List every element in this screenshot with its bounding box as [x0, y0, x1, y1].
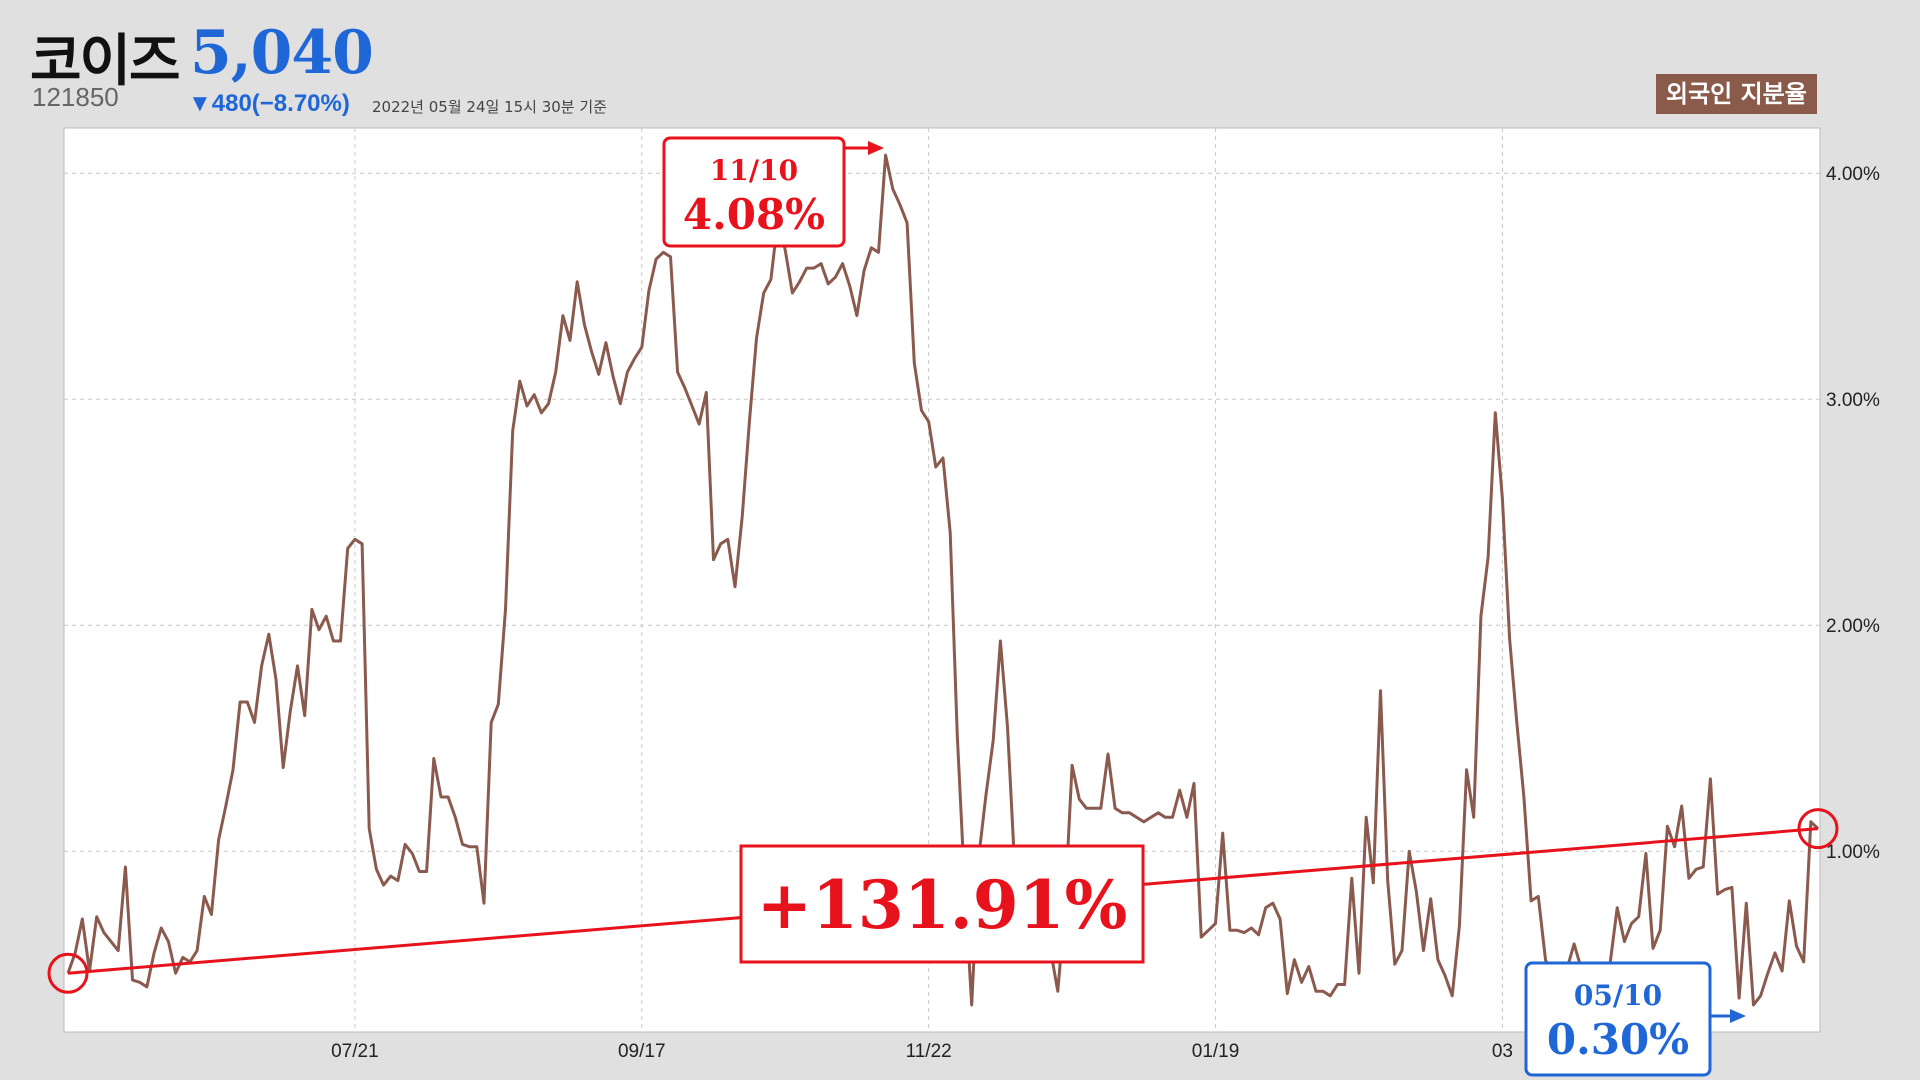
min-callout-arrowhead — [1730, 1009, 1746, 1023]
grid — [64, 128, 1820, 1032]
y-tick-label: 1.00% — [1826, 842, 1880, 863]
trend-start-marker — [47, 952, 89, 994]
stock-name: 코이즈 — [30, 29, 181, 94]
annotations-layer: +131.91% 11/104.08% 05/100.30% — [47, 136, 1839, 1077]
y-tick-label: 4.00% — [1826, 164, 1880, 185]
x-tick-label: 09/17 — [618, 1041, 666, 1062]
x-axis: 07/21 09/17 11/22 01/19 03 — [331, 1041, 1513, 1062]
max-callout-arrowhead — [868, 141, 884, 155]
min-callout-date: 05/10 — [1574, 979, 1662, 1012]
y-tick-label: 3.00% — [1826, 390, 1880, 411]
timestamp: 2022년 05월 24일 15시 30분 기준 — [372, 98, 607, 116]
change-callout-text: +131.91% — [757, 866, 1128, 944]
x-tick-label: 01/19 — [1192, 1041, 1240, 1062]
x-tick-label: 11/22 — [906, 1041, 952, 1062]
series-line — [66, 153, 1820, 1007]
min-callout-value: 0.30% — [1547, 1015, 1689, 1064]
series-layer — [66, 153, 1820, 1007]
y-axis: 1.00% 2.00% 3.00% 4.00% — [1826, 164, 1880, 863]
min-callout-box — [1524, 961, 1712, 1077]
price-change: ▼480(−8.70%) — [188, 90, 350, 117]
y-tick-label: 2.00% — [1826, 616, 1880, 637]
stock-code: 121850 — [32, 82, 119, 112]
stock-price: 5,040 — [190, 18, 374, 88]
metric-badge: 외국인 지분율 — [1656, 74, 1817, 114]
x-tick-label: 07/21 — [331, 1041, 379, 1062]
max-callout-date: 11/10 — [710, 154, 798, 187]
chart-header: 코이즈 5,040 121850 ▼480(−8.70%) 2022년 05월 … — [0, 0, 1920, 130]
max-callout-value: 4.08% — [683, 190, 825, 239]
x-tick-label: 03 — [1492, 1041, 1513, 1062]
max-callout-box — [662, 136, 846, 248]
change-callout-box — [739, 844, 1145, 964]
trend-end-marker — [1797, 808, 1839, 850]
